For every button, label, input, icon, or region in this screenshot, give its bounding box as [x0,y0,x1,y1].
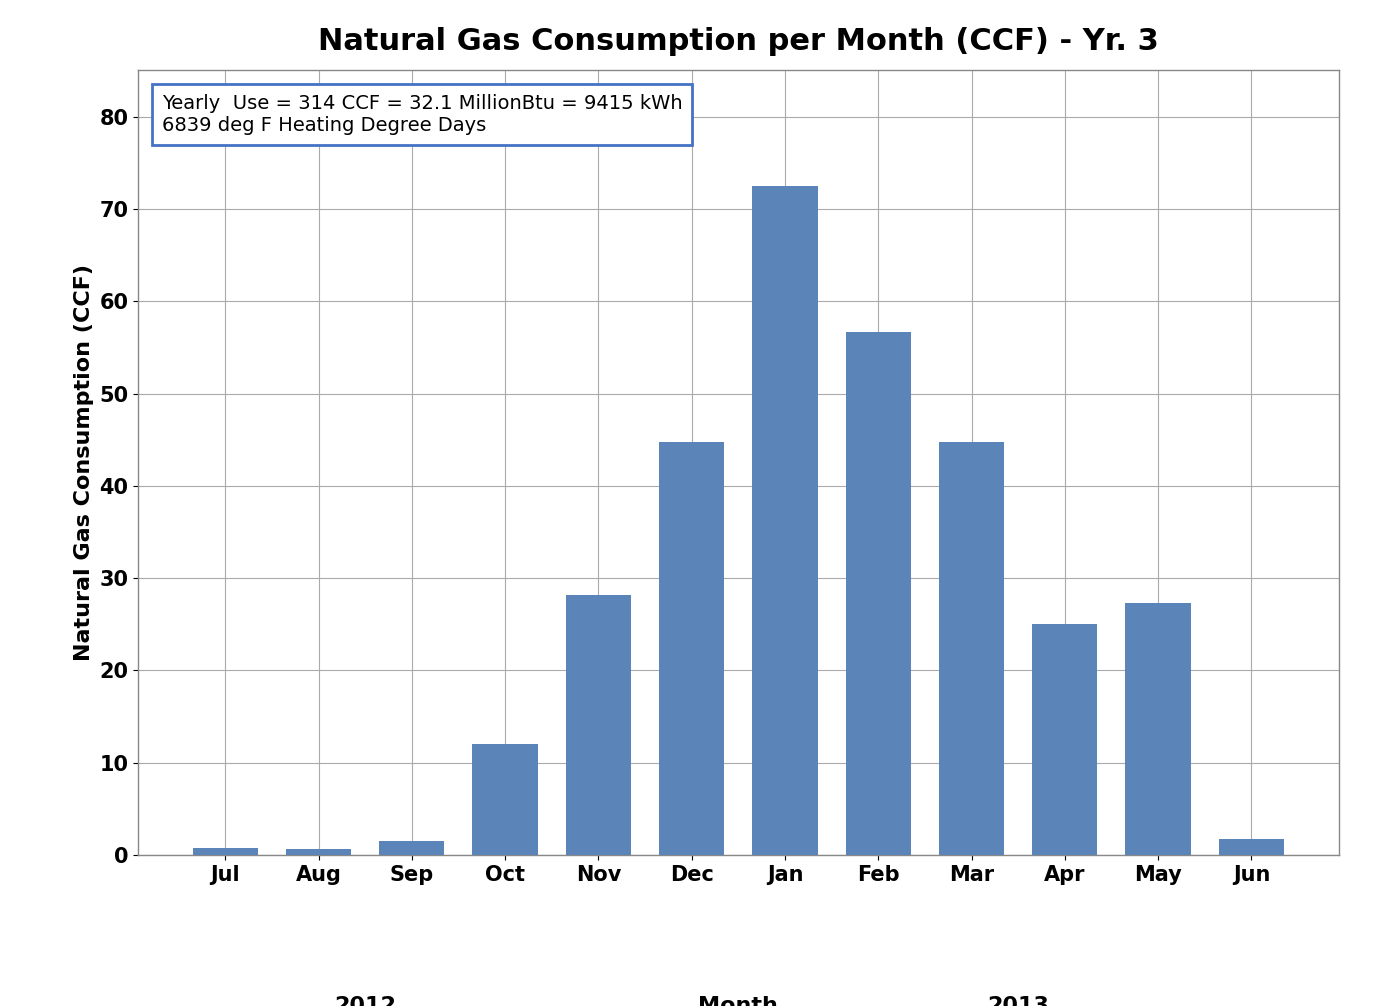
Bar [566,595,631,855]
Bar [286,849,351,855]
Bar [1219,839,1283,855]
Y-axis label: Natural Gas Consumption (CCF): Natural Gas Consumption (CCF) [73,265,94,661]
Bar [752,186,817,855]
Text: Yearly  Use = 314 CCF = 32.1 MillionBtu = 9415 kWh
6839 deg F Heating Degree Day: Yearly Use = 314 CCF = 32.1 MillionBtu =… [161,94,683,135]
Bar [846,332,911,855]
Bar [472,744,538,855]
Bar [380,841,444,855]
Bar [938,443,1005,855]
Text: Month: Month [698,996,778,1006]
Title: Natural Gas Consumption per Month (CCF) - Yr. 3: Natural Gas Consumption per Month (CCF) … [317,26,1159,55]
Bar [1126,603,1191,855]
Bar [660,443,724,855]
Bar [1032,625,1097,855]
Text: 2013: 2013 [987,996,1049,1006]
Text: 2012: 2012 [334,996,396,1006]
Bar [193,848,258,855]
